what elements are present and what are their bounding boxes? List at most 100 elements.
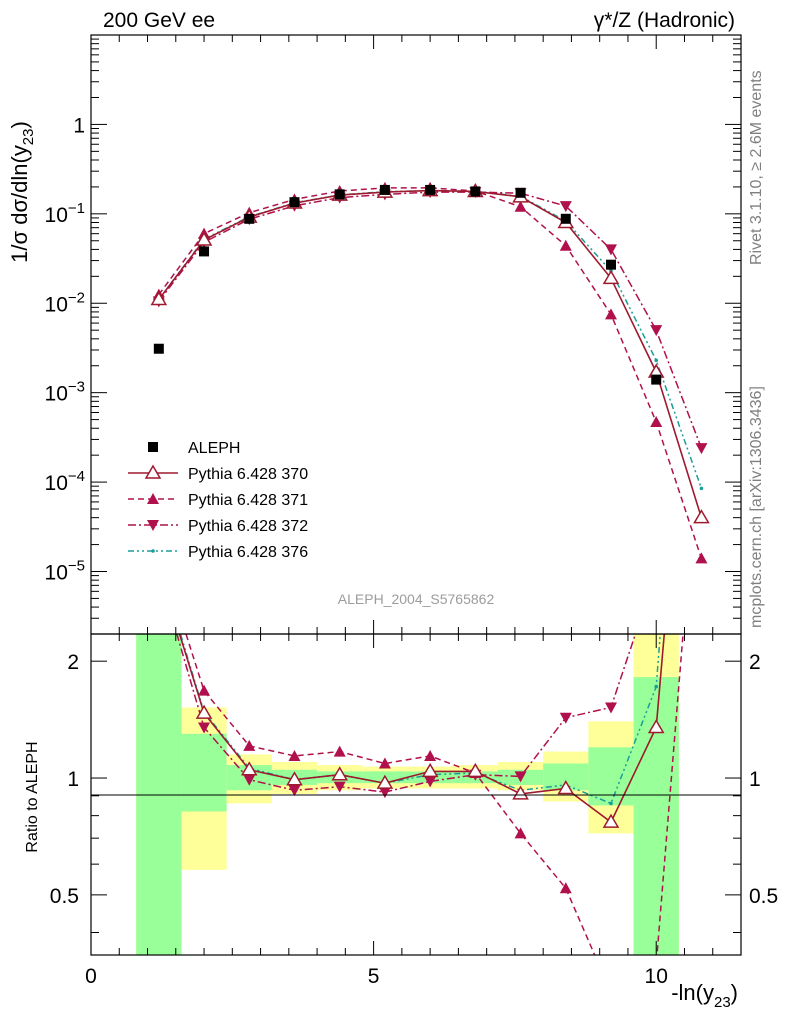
y-tick-label-1: 10−1 [45,200,85,227]
aleph-point-10 [606,259,616,270]
ratio-point-s2-3 [288,749,301,761]
ratio-series-group [152,101,708,998]
main-point-s3-9 [559,201,572,213]
y-tick-label-0: 1 [73,114,85,137]
ratio-point-s1-11 [647,718,665,734]
ratio-point-s4-10 [609,801,613,806]
ratio-point-s1-8 [512,785,529,800]
aleph-point-4 [334,189,345,200]
band-green-0 [136,634,182,955]
ratio-line-series-3 [176,634,637,793]
legend-label-1: Pythia 6.428 370 [188,466,308,483]
ratio-point-s2-5 [378,757,391,769]
ratio-point-s1-2 [240,761,258,776]
x-axis-label-sub: 23 [714,994,731,1011]
y-tick-label-4: 10−4 [45,468,85,495]
rivet-version-text: Rivet 3.1.10, ≥ 2.6M events [748,70,765,265]
main-point-s2-8 [514,200,527,212]
ratio-tick-label-right-0.5: 0.5 [749,885,778,908]
y-axis-label-sub: 23 [20,128,37,145]
aleph-point-8 [515,187,526,198]
main-point-s1-0 [150,291,168,306]
x-tick-label-0: 0 [85,965,97,988]
aleph-data-group [153,184,706,650]
main-point-s4-11 [654,358,659,363]
ratio-point-s1-1 [195,704,213,719]
aleph-point-0 [153,343,164,354]
legend-swatch-2 [147,493,159,504]
axis-tick-labels: 0 5 10 1 10−1 10−2 10−3 10−4 10−5 0.5 0.5 1 1 2 2 [45,114,779,988]
main-point-s2-11 [650,415,663,427]
aleph-point-9 [560,213,571,224]
aleph-point-6 [425,184,436,195]
legend-swatch-aleph [148,442,158,452]
ratio-point-s2-2 [243,739,256,751]
aleph-point-12 [696,640,706,650]
ratio-point-s1-6 [421,762,439,778]
axis-ticks [90,35,742,955]
aleph-point-5 [379,184,390,195]
ratio-axis-label: Ratio to ALEPH [24,741,41,852]
ratio-tick-label-0.5: 0.5 [50,885,79,908]
ratio-point-s1-10 [602,813,620,828]
ratio-point-s2-12 [695,402,707,413]
ratio-point-s2-10 [605,987,617,998]
band-green-10 [588,747,634,806]
aleph-point-7 [470,186,481,197]
ratio-uncertainty-bands [136,634,679,955]
ratio-tick-label-right-1: 1 [749,768,761,791]
main-point-s4-12 [699,486,704,491]
main-point-s1-10 [602,269,620,285]
ratio-point-s2-6 [424,749,437,761]
legend-label-4: Pythia 6.428 376 [188,544,308,561]
legend-label-0: ALEPH [188,440,240,457]
ratio-tick-label-right-2: 2 [749,651,761,674]
x-tick-label-10: 10 [645,965,668,988]
ratio-point-s3-11 [650,567,662,578]
ratio-point-s3-8 [514,771,527,783]
header-left: 200 GeV ee [103,9,215,32]
ratio-point-s3-1 [198,722,211,734]
ratio-point-s2-4 [333,745,346,757]
ratio-point-s1-4 [331,766,349,781]
main-point-s2-10 [605,308,617,320]
main-point-s2-9 [559,239,572,251]
legend-swatch-1 [144,464,162,479]
legend-swatch-4 [151,549,155,553]
ratio-point-s3-3 [288,785,301,797]
y-axis-label: 1/σ dσ/dln(y23) [7,121,37,263]
aleph-point-3 [289,197,300,208]
ratio-point-s3-9 [559,712,572,724]
ratio-point-s3-6 [424,776,437,788]
header-right: γ*/Z (Hadronic) [594,9,735,32]
main-point-s3-10 [605,244,617,256]
ratio-point-s1-0 [152,560,166,572]
mcplots-reference-text: mcplots.cern.ch [arXiv:1306.3436] [748,386,765,628]
legend: ALEPH Pythia 6.428 370 Pythia 6.428 371 Pyt… [128,440,308,561]
main-point-s3-11 [650,325,663,337]
ratio-point-s3-2 [243,774,256,786]
ratio-point-s3-0 [153,567,165,578]
ratio-point-s4-0 [157,560,161,564]
legend-label-3: Pythia 6.428 372 [188,518,308,535]
ratio-point-s1-7 [467,762,484,778]
aleph-point-1 [199,246,210,257]
main-point-s3-12 [695,443,708,455]
main-point-s1-1 [195,231,213,246]
ratio-point-s2-1 [198,684,211,696]
x-axis-label: -ln(y23) [671,980,738,1011]
ratio-point-s3-5 [378,787,391,799]
aleph-point-11 [651,374,662,385]
main-point-s2-12 [695,552,708,564]
y-tick-label-5: 10−5 [45,558,85,585]
ratio-point-s1-3 [286,771,303,786]
ratio-point-s2-0 [153,543,165,554]
y-tick-label-2: 10−2 [45,289,85,316]
ratio-point-s1-12 [694,198,708,210]
analysis-id: ALEPH_2004_S5765862 [338,591,495,607]
ratio-point-s4-12 [700,101,704,105]
ratio-point-s2-9 [559,882,572,894]
aleph-point-2 [244,213,255,224]
